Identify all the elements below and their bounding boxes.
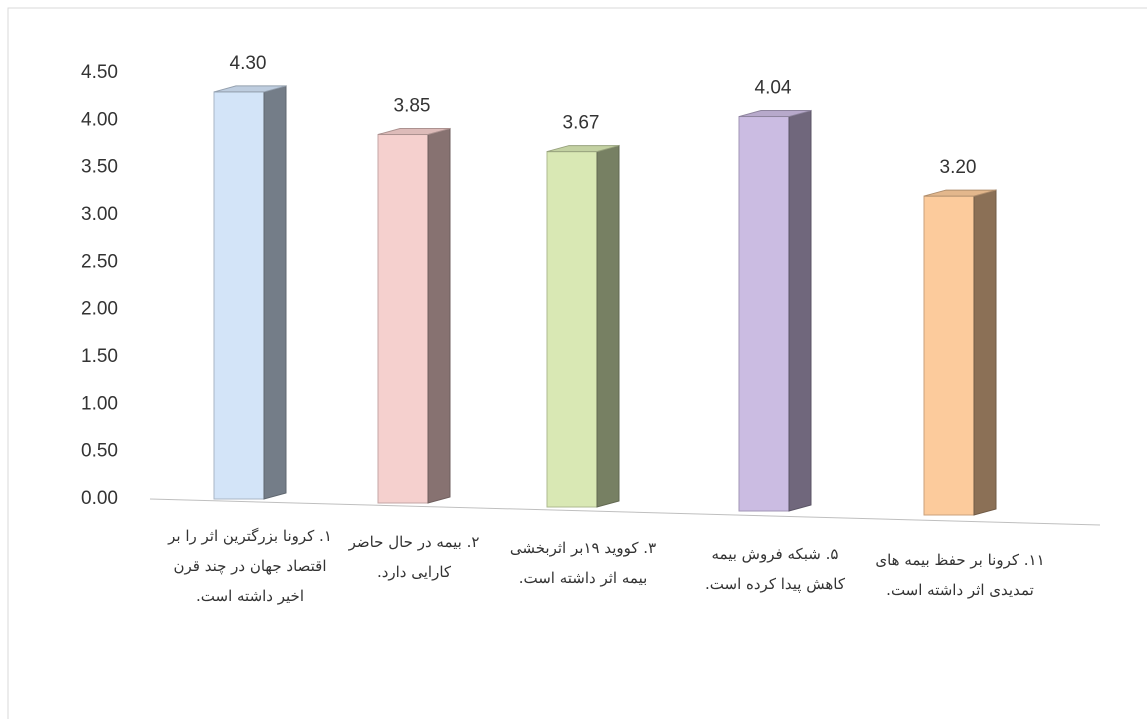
bar-top bbox=[213, 85, 287, 93]
bar-top bbox=[923, 189, 997, 197]
y-tick-label: 2.00 bbox=[81, 299, 118, 320]
y-tick-label: 1.50 bbox=[81, 346, 118, 367]
bar-side bbox=[427, 127, 451, 504]
y-tick-label: 0.50 bbox=[81, 441, 118, 462]
y-tick-label: 2.50 bbox=[81, 251, 118, 272]
x-tick-label: ۱. کرونا بزرگترین اثر را بر اقتصاد جهان … bbox=[168, 527, 332, 605]
value-label: 3.20 bbox=[940, 157, 977, 178]
chart-border bbox=[7, 7, 1147, 719]
x-axis bbox=[149, 498, 1101, 526]
bar-front bbox=[546, 151, 598, 508]
bar-side bbox=[596, 144, 620, 508]
bar-side bbox=[973, 189, 997, 516]
value-label: 4.04 bbox=[755, 78, 792, 99]
bar bbox=[213, 85, 287, 500]
bar-top bbox=[377, 128, 451, 136]
value-label: 3.67 bbox=[563, 113, 600, 134]
bar bbox=[546, 144, 620, 508]
value-label: 3.85 bbox=[394, 96, 431, 117]
bar bbox=[738, 109, 812, 512]
y-tick-label: 4.00 bbox=[81, 109, 118, 130]
value-label: 4.30 bbox=[230, 53, 267, 74]
y-tick-label: 1.00 bbox=[81, 393, 118, 414]
bar-front bbox=[923, 195, 975, 516]
x-tick-label: ۱۱. کرونا بر حفظ بیمه های تمدیدی اثر داش… bbox=[875, 551, 1045, 599]
bar-front bbox=[213, 91, 265, 500]
x-tick-label: ۵. شبکه فروش بیمه کاهش پیدا کرده است. bbox=[705, 545, 845, 593]
bar bbox=[377, 127, 451, 504]
bar bbox=[923, 189, 997, 516]
y-tick-label: 0.00 bbox=[81, 488, 118, 509]
bar-side bbox=[788, 109, 812, 512]
y-tick-label: 3.00 bbox=[81, 204, 118, 225]
y-tick-label: 3.50 bbox=[81, 157, 118, 178]
x-tick-label: ۲. بیمه در حال حاضر کارایی دارد. bbox=[348, 533, 480, 581]
y-tick-label: 4.50 bbox=[81, 62, 118, 83]
x-tick-label: ۳. کووید ۱۹بر اثربخشی بیمه اثر داشته است… bbox=[509, 539, 657, 587]
bar-top bbox=[738, 110, 812, 118]
bar-front bbox=[377, 134, 429, 504]
bar-front bbox=[738, 116, 790, 512]
bar-top bbox=[546, 145, 620, 153]
bar-side bbox=[263, 85, 287, 500]
